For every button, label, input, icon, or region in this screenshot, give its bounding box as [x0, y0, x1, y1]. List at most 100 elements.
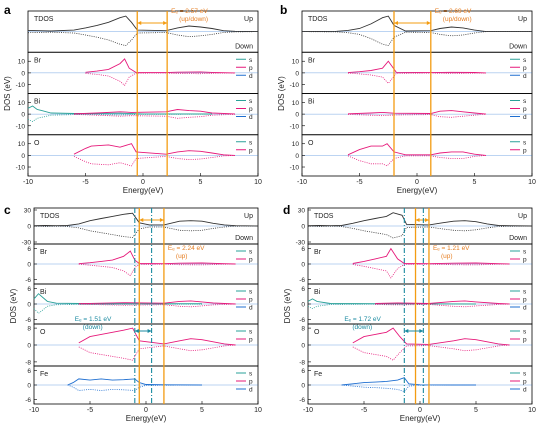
gap-arrowhead-left — [137, 21, 142, 25]
x-tick-label: 0 — [415, 179, 419, 186]
y-tick-label: 0 — [301, 262, 305, 269]
x-tick-label: 0 — [418, 407, 422, 414]
legend-label-d: d — [249, 73, 253, 80]
series-p-up — [347, 60, 487, 74]
legend-label-d: d — [523, 114, 527, 121]
series-s-up — [33, 293, 202, 305]
y-tick-label: 0 — [27, 224, 31, 231]
x-tick-label: -10 — [23, 179, 33, 186]
row-label: Fe — [40, 371, 48, 378]
x-tick-label: 5 — [200, 407, 204, 414]
row-tdos: TDOS Up Down — [27, 10, 259, 53]
series-s-down — [33, 303, 202, 314]
legend-label-s: s — [523, 329, 527, 336]
gap-arrowhead-right — [163, 21, 168, 25]
series-d-down — [341, 384, 476, 393]
y-tick-label: 6 — [27, 286, 31, 293]
y-tick-label: 10 — [292, 59, 300, 66]
legend-label-p: p — [249, 147, 253, 154]
gap-arrowhead-left — [139, 218, 144, 222]
x-axis-label: Energy(eV) — [123, 186, 164, 195]
series-p-up — [347, 110, 487, 115]
legend-label-d: d — [249, 305, 253, 312]
series-p-down — [352, 263, 510, 279]
series-s-up — [307, 298, 477, 305]
legend-label-s: s — [249, 249, 253, 256]
y-axis-label: DOS (eV) — [9, 288, 18, 323]
series-p-up — [78, 300, 236, 305]
y-axis-label: DOS (eV) — [283, 288, 292, 323]
legend-label-s: s — [249, 139, 253, 146]
y-tick-label: -6 — [299, 277, 305, 284]
series-total-up — [27, 15, 259, 33]
legend-label-p: p — [249, 297, 253, 304]
y-tick-label: 0 — [301, 302, 305, 309]
y-tick-label: 10 — [292, 141, 300, 148]
legend-label-d: d — [523, 73, 527, 80]
legend-label-s: s — [523, 98, 527, 105]
legend-label-s: s — [249, 98, 253, 105]
legend-label-p: p — [523, 257, 527, 264]
y-tick-label: 0 — [21, 153, 25, 160]
series-p-down — [347, 113, 487, 118]
spin-down-label: Down — [509, 43, 527, 50]
spin-up-label: Up — [518, 213, 527, 220]
y-tick-label: 0 — [295, 112, 299, 119]
gap-arrowhead-right — [159, 218, 164, 222]
y-tick-label: -10 — [290, 123, 300, 130]
legend-label-p: p — [523, 65, 527, 72]
row-br: -10 0 10 Br spd — [290, 51, 533, 94]
legend-label-d: d — [523, 305, 527, 312]
spin-down-label: Down — [235, 235, 253, 242]
series-total-up — [307, 212, 533, 227]
legend-label-p: p — [249, 106, 253, 113]
y-tick-label: -30 — [22, 240, 32, 247]
panel-letter: b — [280, 3, 287, 17]
y-tick-label: -10 — [16, 123, 26, 130]
legend-label-s: s — [523, 289, 527, 296]
y-tick-label: -6 — [25, 317, 31, 324]
x-tick-label: -5 — [87, 407, 93, 414]
x-tick-label: -5 — [356, 179, 362, 186]
gap-sub-label: (up) — [176, 253, 188, 260]
gap-label: Eₑ = 2.57 eV — [171, 8, 208, 15]
row-label: Br — [314, 249, 322, 256]
legend-label-s: s — [523, 249, 527, 256]
gap-label: Eₑ = 2.69 eV — [435, 8, 472, 15]
gap2-sub-label: (down) — [83, 324, 103, 331]
row-tdos: TDOS Up Down — [301, 10, 533, 53]
legend-label-s: s — [249, 329, 253, 336]
y-tick-label: -6 — [25, 397, 31, 404]
legend-label-p: p — [249, 379, 253, 386]
legend-label-d: d — [249, 114, 253, 121]
row-label: O — [308, 140, 314, 147]
series-p-down — [73, 155, 236, 167]
gap-arrowhead-left — [394, 21, 398, 25]
spin-up-label: Up — [518, 16, 527, 23]
row-label: O — [40, 329, 46, 336]
series-p-down — [73, 113, 236, 119]
y-tick-label: -6 — [299, 317, 305, 324]
series-p-up — [352, 327, 510, 346]
x-tick-label: 5 — [474, 407, 478, 414]
x-axis-label: Energy(eV) — [400, 414, 441, 423]
gap2-label: Eₑ = 1.51 eV — [75, 316, 112, 323]
series-p-up — [85, 58, 236, 74]
y-tick-label: 0 — [301, 224, 305, 231]
legend-label-s: s — [523, 371, 527, 378]
x-tick-label: -5 — [361, 407, 367, 414]
legend-label-s: s — [249, 289, 253, 296]
gap2-arrowhead-left — [404, 329, 409, 333]
series-d-up — [341, 377, 476, 386]
x-axis-label: Energy(eV) — [126, 414, 167, 423]
y-tick-label: 30 — [24, 208, 32, 215]
series-p-up — [73, 143, 236, 156]
gap-label: Eₑ = 1.21 eV — [433, 245, 470, 252]
spin-down-label: Down — [235, 43, 253, 50]
legend-label-s: s — [249, 57, 253, 64]
